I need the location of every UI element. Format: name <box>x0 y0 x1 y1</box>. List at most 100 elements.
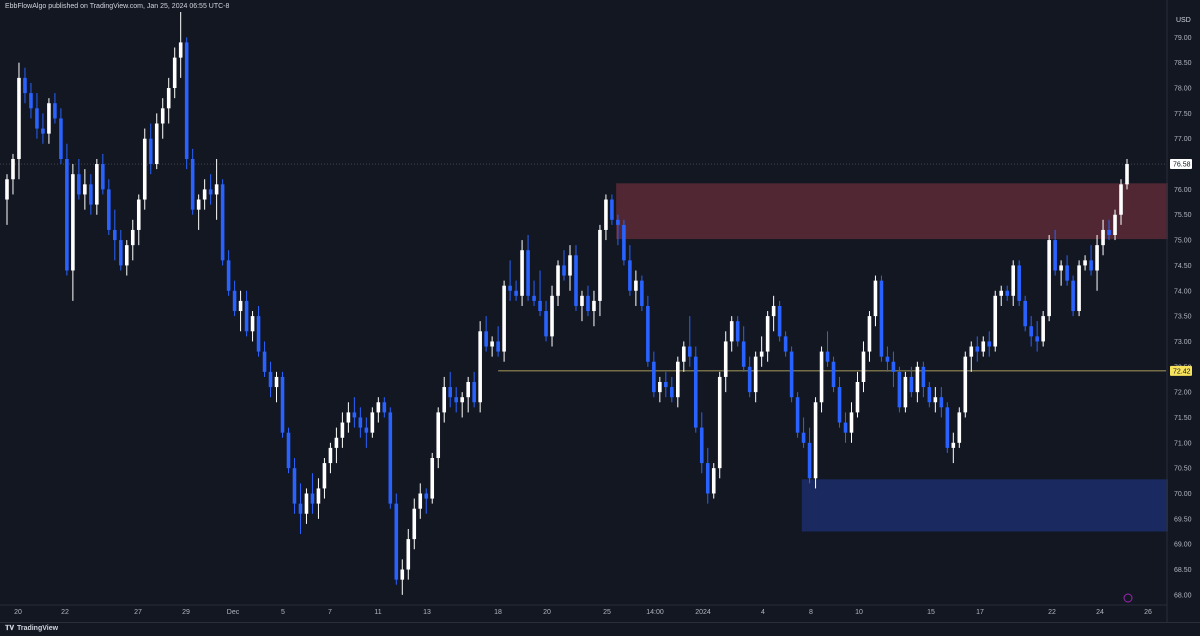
candle-body <box>526 250 530 296</box>
candle-body <box>448 387 453 398</box>
candle-body <box>77 174 81 195</box>
candle-body <box>664 381 668 388</box>
candle-body <box>89 184 93 205</box>
candle-body <box>346 412 351 423</box>
candle-body <box>723 341 728 377</box>
x-tick-label: 24 <box>1096 609 1104 616</box>
supply-zone <box>616 183 1168 240</box>
y-tick-label: 71.50 <box>1174 415 1192 422</box>
candle-body <box>1107 229 1111 236</box>
candle-body <box>628 260 632 291</box>
candle-body <box>783 336 788 352</box>
candle-body <box>777 305 782 337</box>
candle-body <box>130 229 135 246</box>
candle-body <box>1125 164 1129 185</box>
candle-body <box>208 189 213 195</box>
candle-body <box>640 280 644 306</box>
candle-body <box>5 179 9 200</box>
candle-body <box>178 42 183 58</box>
candle-body <box>652 361 656 393</box>
x-tick-label: 7 <box>328 609 332 616</box>
candle-body <box>927 387 932 403</box>
candle-body <box>388 412 393 504</box>
candle-body <box>316 488 321 504</box>
candle-body <box>520 250 524 296</box>
candle-body <box>11 158 15 180</box>
brand-label: TradingView <box>16 625 59 632</box>
candle-body <box>232 290 237 312</box>
y-tick-label: 77.00 <box>1174 136 1192 143</box>
candle-body <box>370 412 375 433</box>
candle-body <box>1077 265 1081 312</box>
candle-body <box>460 397 464 403</box>
candle-body <box>244 300 249 332</box>
candle-body <box>472 381 476 403</box>
y-tick-label: 69.50 <box>1174 516 1192 523</box>
candle-body <box>274 376 279 388</box>
x-tick-label: 2024 <box>695 609 711 616</box>
candle-body <box>909 376 914 393</box>
y-tick-label: 70.00 <box>1174 491 1192 498</box>
y-tick-label: 68.50 <box>1174 567 1192 574</box>
y-tick-label: 75.50 <box>1174 212 1192 219</box>
candle-body <box>676 361 680 398</box>
candle-body <box>238 300 243 312</box>
y-tick-label: 74.50 <box>1174 263 1192 270</box>
y-tick-label: 68.00 <box>1174 592 1192 599</box>
candle-body <box>202 189 207 200</box>
candle-body <box>484 331 488 347</box>
brand-logo[interactable]: 𝐓𝐕 TradingView <box>5 625 58 633</box>
candle-body <box>556 265 560 296</box>
x-tick-label: 22 <box>1048 609 1056 616</box>
candle-body <box>53 103 57 119</box>
candle-body <box>280 376 285 433</box>
candle-body <box>711 468 716 494</box>
candle-body <box>442 387 447 413</box>
candle-body <box>496 341 500 352</box>
footer-bar: 𝐓𝐕 TradingView <box>0 622 1200 636</box>
candle-body <box>562 265 566 276</box>
candle-body <box>454 397 458 403</box>
tradingview-logo-icon: 𝐓𝐕 <box>5 625 15 632</box>
y-tick-label: 75.00 <box>1174 238 1192 245</box>
candle-body <box>825 351 830 362</box>
candle-body <box>855 381 860 413</box>
candle-body <box>1041 316 1045 342</box>
candle-body <box>490 341 494 347</box>
candle-body <box>538 300 542 312</box>
candle-body <box>292 468 297 504</box>
candlestick-chart[interactable]: USD79.0078.5078.0077.5077.0076.5076.0075… <box>0 0 1200 622</box>
candle-body <box>987 341 992 347</box>
candle-body <box>765 316 770 352</box>
candle-body <box>250 316 255 332</box>
lightning-icon <box>1123 593 1133 603</box>
candle-body <box>124 245 129 266</box>
candle-body <box>933 397 938 403</box>
y-tick-label: 76.00 <box>1174 187 1192 194</box>
y-tick-label: 72.00 <box>1174 390 1192 397</box>
x-tick-label: 20 <box>543 609 551 616</box>
x-tick-label: 29 <box>182 609 190 616</box>
x-tick-label: 17 <box>976 609 984 616</box>
candle-body <box>717 376 722 469</box>
candle-body <box>166 88 171 109</box>
candle-body <box>101 164 105 190</box>
candle-body <box>568 255 572 276</box>
candle-body <box>544 311 548 337</box>
candle-body <box>23 77 27 94</box>
candle-body <box>867 316 872 352</box>
candle-body <box>598 229 602 301</box>
candle-body <box>184 42 189 159</box>
candle-body <box>687 346 692 357</box>
candle-body <box>604 199 608 230</box>
candle-body <box>35 108 39 129</box>
candle-body <box>298 503 303 514</box>
candle-body <box>771 305 776 317</box>
candle-body <box>586 295 590 312</box>
x-tick-label: 25 <box>603 609 611 616</box>
candle-body <box>59 118 63 159</box>
candle-body <box>903 376 908 408</box>
candle-body <box>1017 265 1021 301</box>
candle-body <box>1011 265 1016 296</box>
